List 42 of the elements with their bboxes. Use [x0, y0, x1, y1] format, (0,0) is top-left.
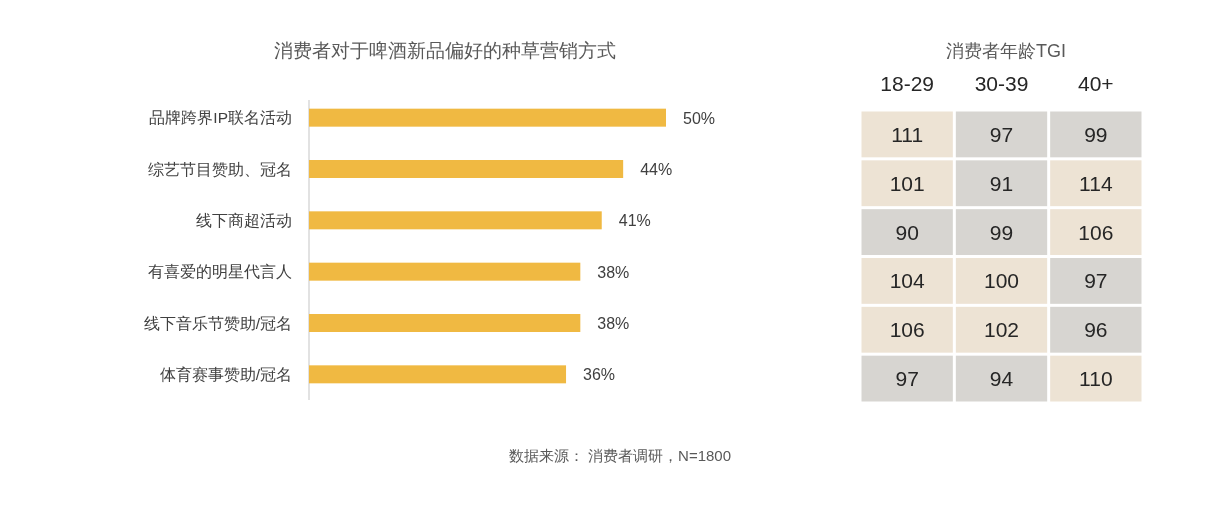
data-label: 111: [891, 122, 924, 146]
data-label: 38%: [597, 263, 630, 281]
x-tick-label: 18-29: [880, 72, 935, 95]
y-tick-label: 体育赛事赞助/冠名: [159, 365, 292, 383]
y-tick-label: 线下音乐节赞助/冠名: [143, 314, 292, 332]
y-tick-label: 有喜爱的明星代言人: [148, 263, 292, 281]
bar: [309, 314, 581, 332]
y-tick-label: 线下商超活动: [196, 211, 292, 229]
data-label: 104: [889, 269, 925, 293]
bar: [309, 262, 581, 281]
data-label: 100: [983, 269, 1020, 293]
data-label: 38%: [597, 315, 630, 332]
data-label: 101: [889, 171, 925, 195]
bar: [309, 160, 624, 178]
y-tick-label: 品牌跨界IP联名活动: [149, 109, 292, 127]
data-label: 97: [1084, 269, 1108, 293]
bar: [309, 211, 602, 230]
chart-title: 消费者年龄TGI: [946, 41, 1066, 61]
x-tick-label: 40+: [1078, 72, 1114, 95]
bar: [309, 108, 666, 127]
data-label: 97: [895, 367, 919, 391]
bar: [309, 365, 567, 384]
data-label: 97: [989, 122, 1014, 146]
data-label: 94: [989, 367, 1014, 391]
data-label: 99: [989, 220, 1014, 244]
data-label: 50%: [683, 109, 716, 127]
x-tick-label: 30-39: [974, 72, 1029, 95]
data-label: 44%: [640, 161, 673, 178]
data-label: 36%: [583, 366, 616, 384]
chart-title: 消费者对于啤酒新品偏好的种草营销方式: [274, 40, 616, 61]
data-label: 41%: [618, 212, 651, 230]
data-label: 102: [983, 318, 1020, 342]
source-note: 数据来源： 消费者调研，N=1800: [508, 447, 732, 464]
data-label: 106: [889, 318, 925, 342]
data-label: 90: [895, 220, 919, 244]
data-label: 114: [1079, 171, 1113, 195]
y-tick-label: 综艺节目赞助、冠名: [148, 160, 292, 178]
data-label: 91: [989, 171, 1014, 195]
data-label: 99: [1084, 122, 1108, 146]
data-label: 110: [1079, 367, 1113, 391]
data-label: 106: [1078, 220, 1114, 244]
data-label: 96: [1084, 318, 1108, 342]
